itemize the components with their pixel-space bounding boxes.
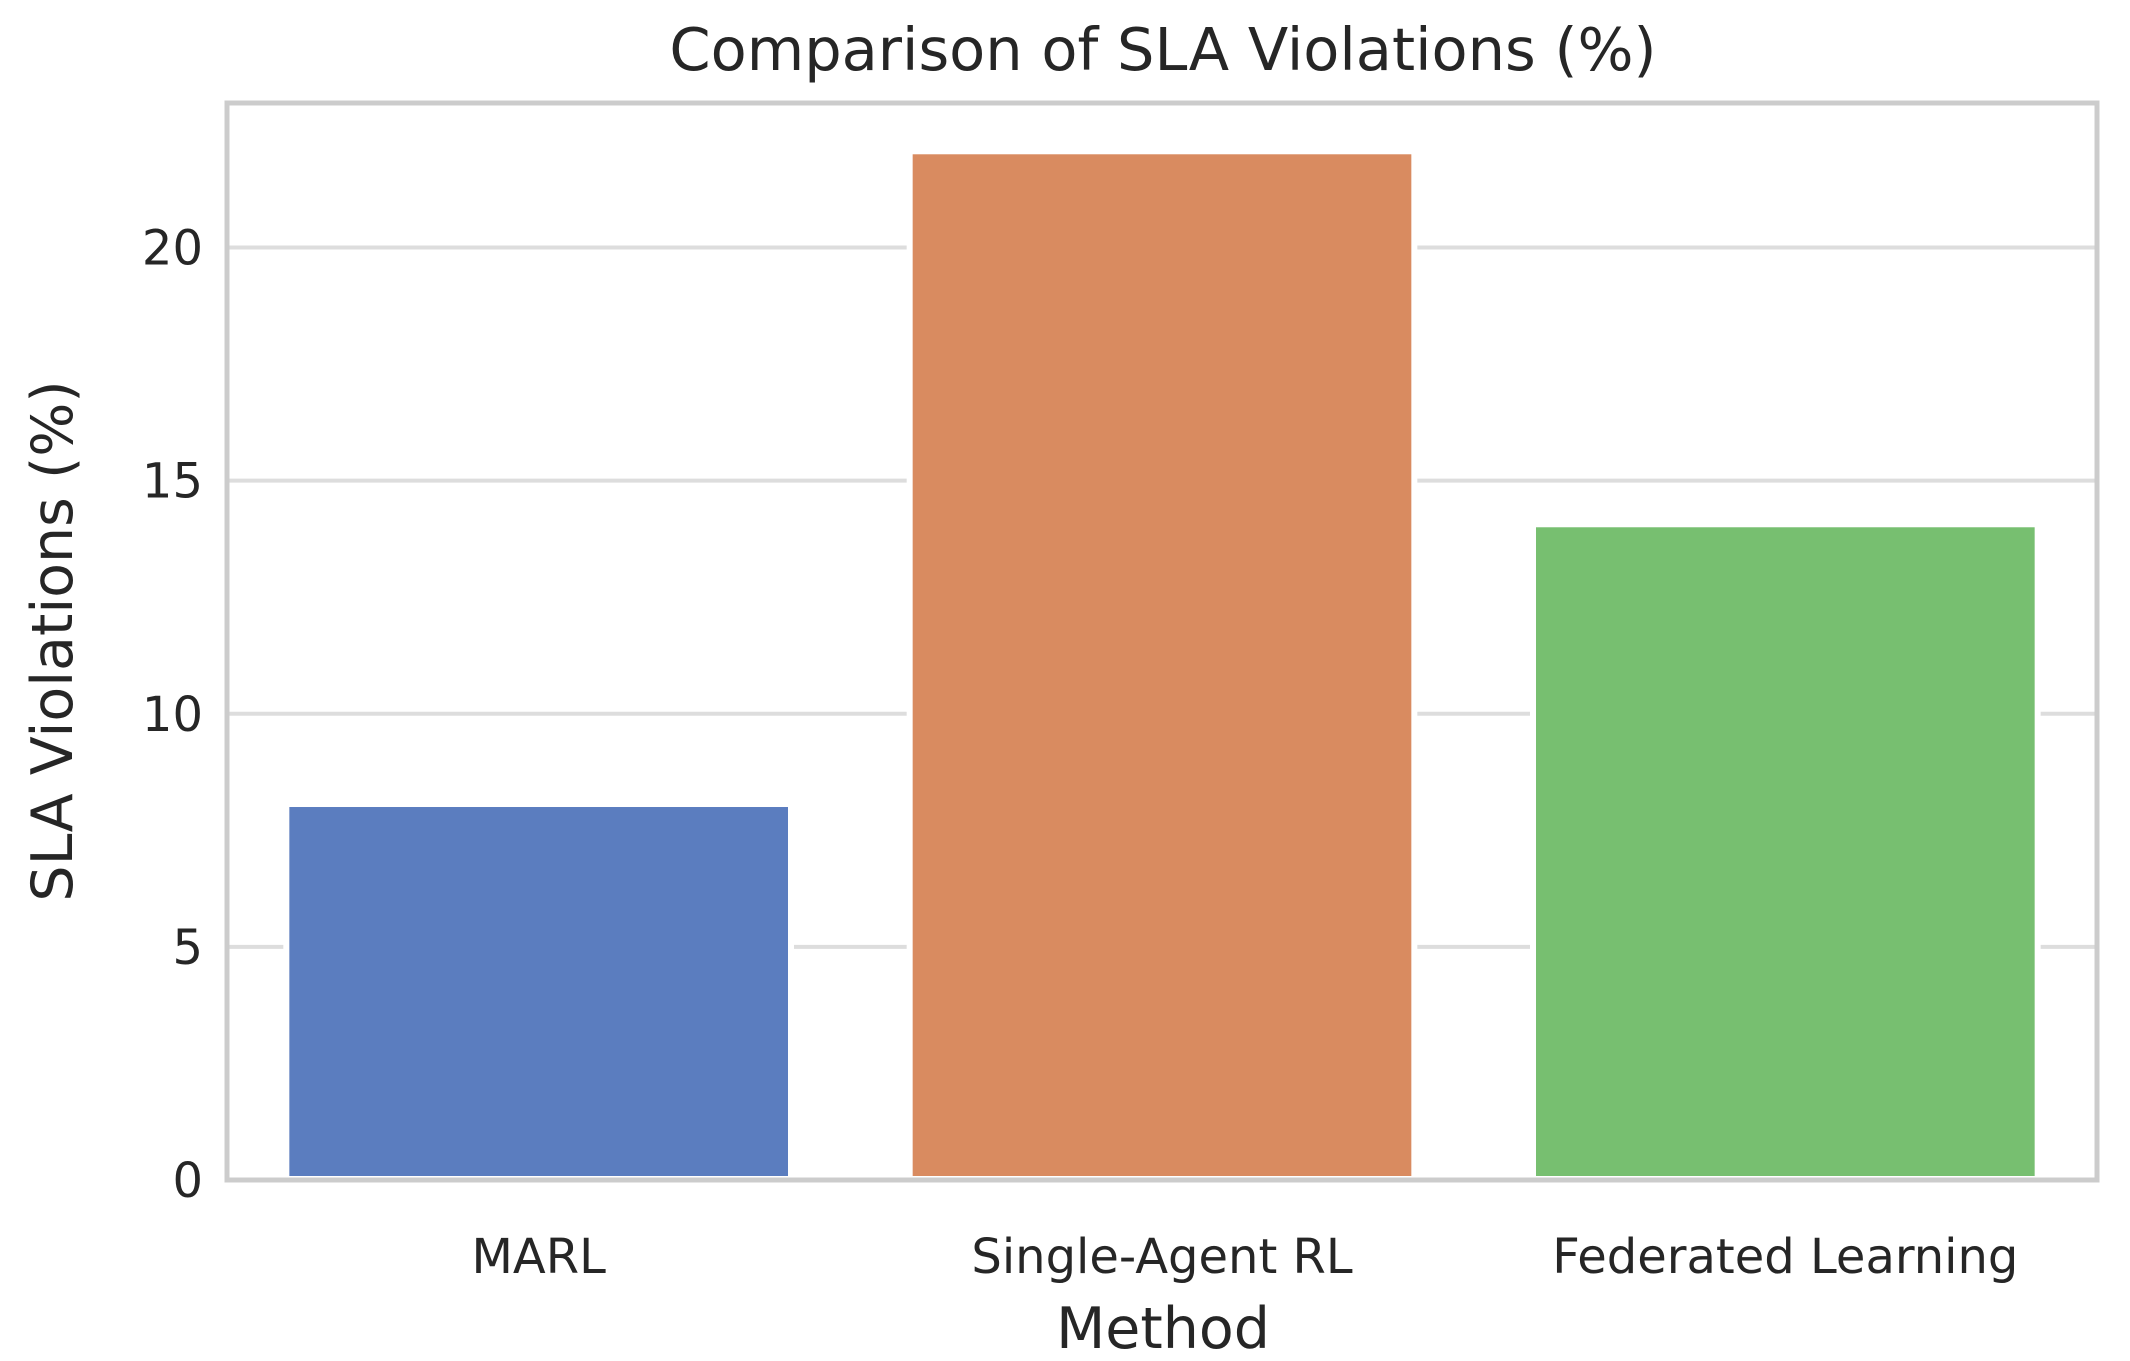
y-tick-label-1: 5	[172, 920, 203, 976]
bar-0	[289, 807, 788, 1176]
plot-frame	[224, 100, 2100, 1183]
y-tick-label-4: 20	[142, 221, 203, 277]
plot-area	[224, 100, 2100, 1183]
y-tick-label-3: 15	[142, 454, 203, 510]
y-axis-ticks: 0 5 10 15 20	[142, 221, 203, 1209]
bars	[283, 148, 2041, 1180]
bar-1	[912, 154, 1412, 1177]
bar-2	[1536, 527, 2035, 1176]
x-axis-ticks: MARL Single-Agent RL Federated Learning	[471, 1229, 2018, 1285]
y-tick-label-2: 10	[142, 687, 203, 743]
y-axis-label: SLA Violations (%)	[20, 380, 86, 901]
x-tick-label-2: Federated Learning	[1552, 1229, 2018, 1285]
chart-title: Comparison of SLA Violations (%)	[669, 15, 1656, 84]
y-tick-label-0: 0	[172, 1153, 203, 1209]
x-tick-label-1: Single-Agent RL	[971, 1229, 1353, 1285]
x-axis-label: Method	[1056, 1296, 1270, 1361]
x-tick-label-0: MARL	[471, 1229, 606, 1285]
